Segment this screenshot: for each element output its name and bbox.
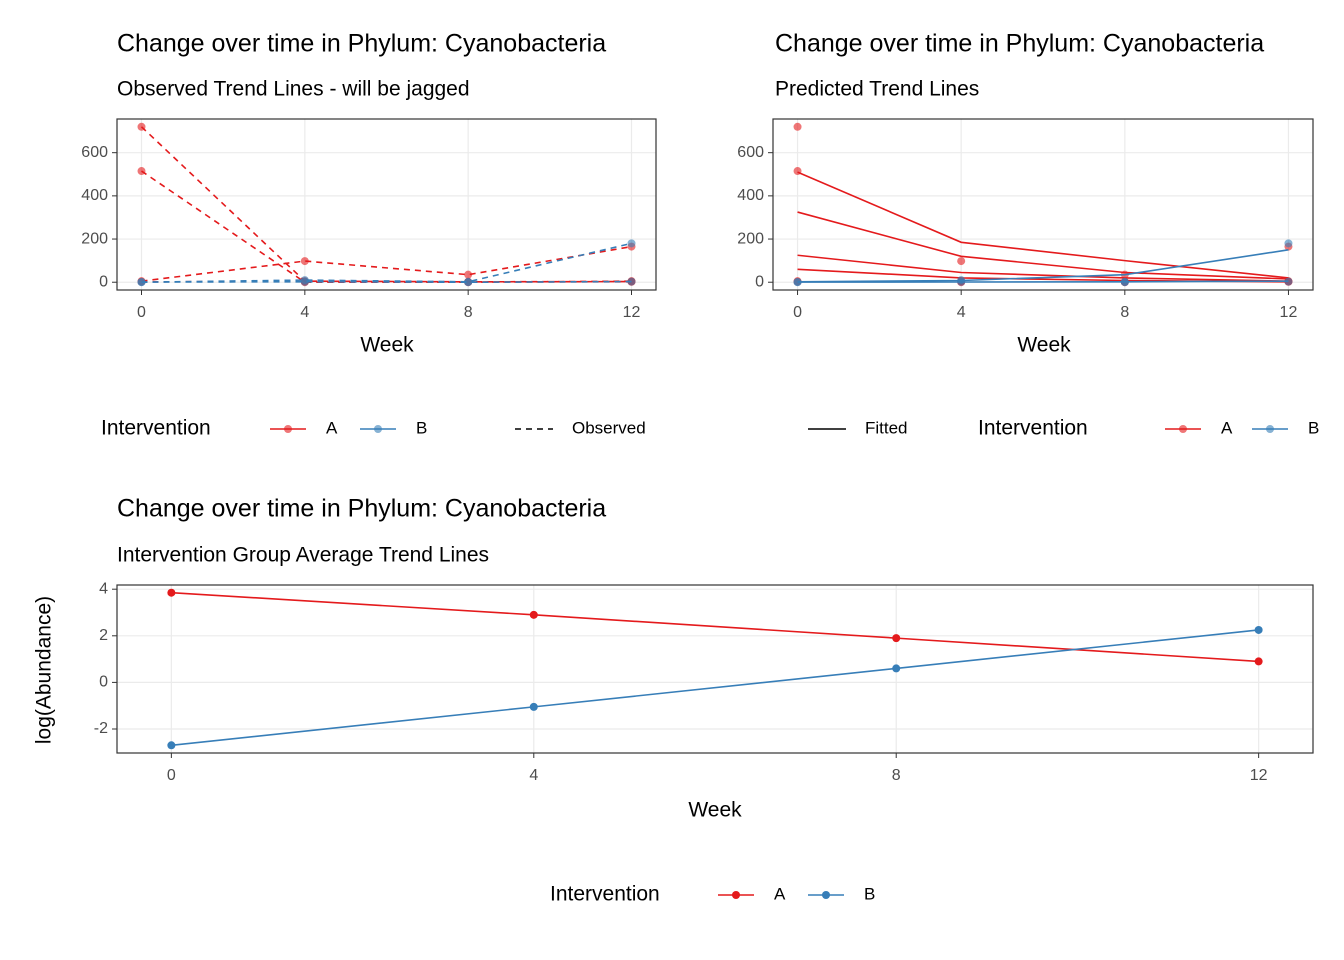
y-tick-label: 400 [737, 187, 764, 204]
data-point [957, 277, 966, 286]
trend-line [171, 629, 1259, 747]
x-tick-label: 8 [1120, 304, 1129, 321]
y-tick-label: -2 [94, 720, 108, 737]
data-point [627, 239, 636, 248]
legend-key-point [374, 425, 382, 433]
data-point [793, 167, 802, 176]
trend-line [140, 126, 632, 283]
data-point [892, 634, 901, 643]
data-point [1254, 625, 1263, 634]
x-tick-label: 12 [1280, 304, 1298, 321]
x-tick-label: 12 [623, 304, 641, 321]
trend-line [141, 280, 632, 284]
y-tick-label: 200 [81, 230, 108, 247]
legend-key-point [1266, 425, 1274, 433]
legend-key-point [1179, 425, 1187, 433]
data-point [1254, 657, 1263, 666]
data-point [137, 278, 146, 287]
plot-border [116, 118, 657, 291]
x-tick-label: 4 [529, 767, 538, 784]
legend-title: Intervention [550, 883, 660, 906]
trend-line [797, 171, 1289, 279]
trend-line [797, 254, 1289, 282]
y-tick-label: 600 [81, 144, 108, 161]
data-point [1284, 277, 1293, 286]
data-point [892, 664, 901, 673]
data-point [464, 270, 473, 279]
trend-line [797, 211, 1289, 280]
x-tick-label: 0 [137, 304, 146, 321]
data-point [167, 741, 176, 750]
y-tick-label: 600 [737, 144, 764, 161]
x-tick-label: 8 [464, 304, 473, 321]
chart-title: Change over time in Phylum: Cyanobacteri… [117, 30, 606, 58]
legend-label: Observed [572, 418, 646, 437]
data-point [529, 610, 538, 619]
legend-key-point [284, 425, 292, 433]
legend-label: B [416, 418, 427, 437]
legend-label: A [1221, 418, 1233, 437]
legend-key-point [732, 891, 740, 899]
y-tick-label: 0 [99, 674, 108, 691]
data-point [137, 167, 146, 176]
y-tick-label: 0 [99, 273, 108, 290]
x-tick-label: 0 [793, 304, 802, 321]
chart-title: Change over time in Phylum: Cyanobacteri… [775, 30, 1264, 58]
plot-background [117, 585, 1313, 753]
data-point [793, 122, 802, 131]
y-tick-label: 0 [755, 273, 764, 290]
chart-subtitle: Observed Trend Lines - will be jagged [117, 78, 470, 101]
x-axis-title: Week [688, 799, 742, 822]
plot-background [117, 119, 656, 290]
trend-line [797, 280, 1289, 283]
plot-border [772, 118, 1314, 291]
chart-subtitle: Predicted Trend Lines [775, 78, 979, 101]
x-axis-title: Week [1017, 334, 1071, 357]
x-axis-title: Week [360, 334, 414, 357]
data-point [137, 122, 146, 131]
x-tick-label: 8 [892, 767, 901, 784]
trend-line [797, 249, 1289, 283]
x-tick-label: 12 [1250, 767, 1268, 784]
legend-key-point [822, 891, 830, 899]
legend-label: B [864, 884, 875, 903]
plot-border [116, 584, 1314, 754]
chart-title: Change over time in Phylum: Cyanobacteri… [117, 495, 606, 523]
legend-label: Fitted [865, 418, 908, 437]
data-point [464, 278, 473, 287]
legend-label: A [774, 884, 786, 903]
y-axis-title: log(Abundance) [33, 596, 56, 744]
y-tick-label: 200 [737, 230, 764, 247]
legend-label: B [1308, 418, 1319, 437]
data-point [529, 702, 538, 711]
trend-line [141, 245, 632, 282]
legend-title: Intervention [978, 417, 1088, 440]
data-point [167, 588, 176, 597]
legend-title: Intervention [101, 417, 211, 440]
y-tick-label: 4 [99, 580, 108, 597]
x-tick-label: 0 [167, 767, 176, 784]
y-tick-label: 2 [99, 627, 108, 644]
data-point [300, 277, 309, 286]
data-point [793, 278, 802, 287]
data-point [627, 277, 636, 286]
chart-subtitle: Intervention Group Average Trend Lines [117, 544, 489, 567]
data-point [300, 257, 309, 266]
data-point [1284, 239, 1293, 248]
x-tick-label: 4 [300, 304, 309, 321]
y-tick-label: 400 [81, 187, 108, 204]
data-point [1120, 278, 1129, 287]
x-tick-label: 4 [957, 304, 966, 321]
legend-label: A [326, 418, 338, 437]
data-point [957, 257, 966, 266]
